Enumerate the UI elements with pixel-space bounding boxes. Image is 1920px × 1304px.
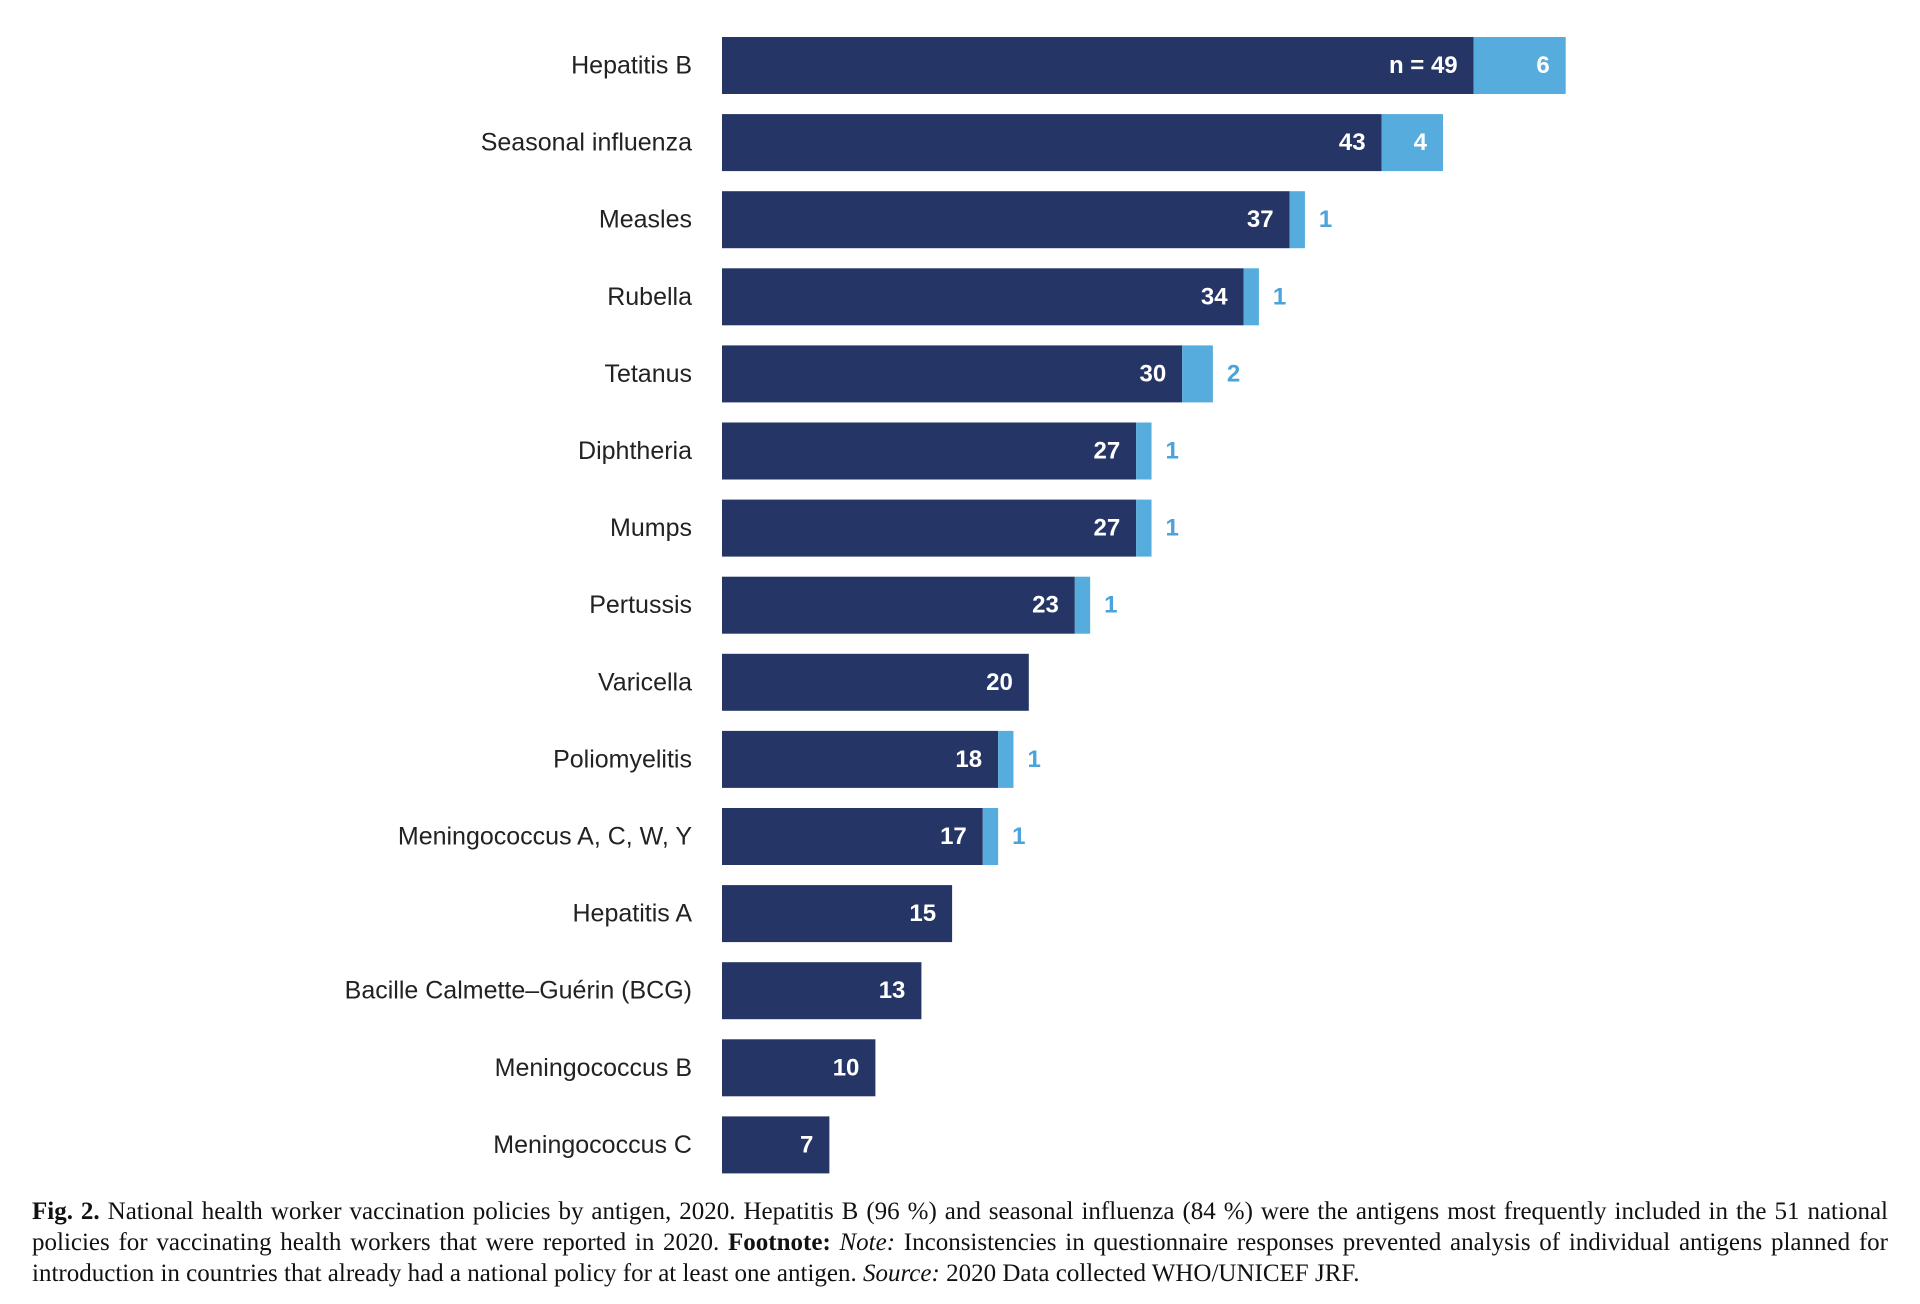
category-label: Meningococcus A, C, W, Y [398,823,692,851]
category-label: Seasonal influenza [481,129,692,157]
source-label: Source: [862,1260,940,1287]
bar-segment-secondary [1473,37,1566,94]
category-label: Measles [599,206,692,234]
bar-segment-primary [722,808,983,865]
bar-segment-secondary [1381,114,1443,172]
bar-segment-secondary [1074,576,1091,634]
data-label-primary: 7 [800,1131,813,1158]
data-label-primary: 27 [1093,515,1120,542]
bar-segment-primary [722,576,1075,634]
data-label-secondary: 2 [1227,360,1240,387]
bar-segment-secondary [1243,268,1259,326]
data-label-secondary: 6 [1536,52,1549,79]
bar-segment-primary [722,37,1474,94]
bar-segment-primary [722,1116,830,1174]
data-label-secondary: 4 [1414,129,1428,156]
bar-segment-primary [722,191,1290,249]
source-text: 2020 Data collected WHO/UNICEF JRF. [939,1260,1360,1287]
category-label: Meningococcus B [495,1054,692,1082]
bar-segment-secondary [982,808,999,865]
data-label-primary: 37 [1247,206,1274,233]
bar-segment-primary [722,885,953,943]
category-label: Bacille Calmette–Guérin (BCG) [345,977,692,1005]
category-label: Poliomyelitis [553,745,692,773]
data-label-primary: n = 49 [1389,52,1458,79]
data-label-primary: 27 [1093,438,1120,465]
bar-segment-primary [722,422,1137,480]
data-label-secondary: 1 [1104,592,1117,619]
bar-segment-primary [722,730,999,788]
data-label-secondary: 1 [1027,746,1040,773]
category-label: Varicella [598,668,692,696]
category-label: Mumps [610,514,692,542]
bar-segment-primary [722,114,1382,172]
data-label-primary: 10 [833,1054,860,1081]
bar-segment-primary [722,345,1183,403]
data-label-primary: 30 [1139,360,1166,387]
data-label-primary: 13 [879,977,906,1004]
figure-caption: Fig. 2. National health worker vaccinati… [32,1196,1888,1289]
data-label-secondary: 1 [1012,823,1025,850]
bar-segment-secondary [1289,191,1305,249]
bar-segment-secondary [1136,422,1152,480]
bar-segment-secondary [1136,499,1152,557]
note-label: Note: [830,1229,896,1256]
data-label-secondary: 1 [1166,515,1179,542]
data-label-primary: 34 [1201,283,1228,310]
category-label: Hepatitis B [571,52,692,80]
category-label: Hepatitis A [572,900,692,928]
note-text: Inconsistencies in questionnaire respons… [32,1229,1888,1287]
data-label-secondary: 1 [1319,206,1332,233]
data-label-primary: 43 [1339,129,1366,156]
category-label: Rubella [607,283,692,311]
figure-label: Fig. 2. [32,1198,100,1225]
bar-segment-primary [722,962,922,1020]
category-label: Tetanus [604,360,692,388]
data-label-primary: 15 [909,900,936,927]
data-label-primary: 23 [1032,592,1059,619]
category-label: Pertussis [589,591,692,619]
data-label-primary: 18 [955,746,982,773]
bar-segment-primary [722,499,1137,557]
bar-segment-primary [722,1039,876,1097]
category-label: Diphtheria [578,437,692,465]
data-label-primary: 17 [940,823,967,850]
caption-text: National health worker vaccination polic… [32,1198,1888,1256]
bar-segment-secondary [998,730,1014,788]
category-label: Meningococcus C [493,1131,692,1159]
bar-segment-primary [722,268,1244,326]
data-label-secondary: 1 [1273,283,1286,310]
data-label-primary: 20 [986,669,1013,696]
data-label-secondary: 1 [1166,438,1179,465]
bar-segment-primary [722,653,1029,711]
bar-segment-secondary [1182,345,1213,403]
footnote-label: Footnote: [728,1229,831,1256]
